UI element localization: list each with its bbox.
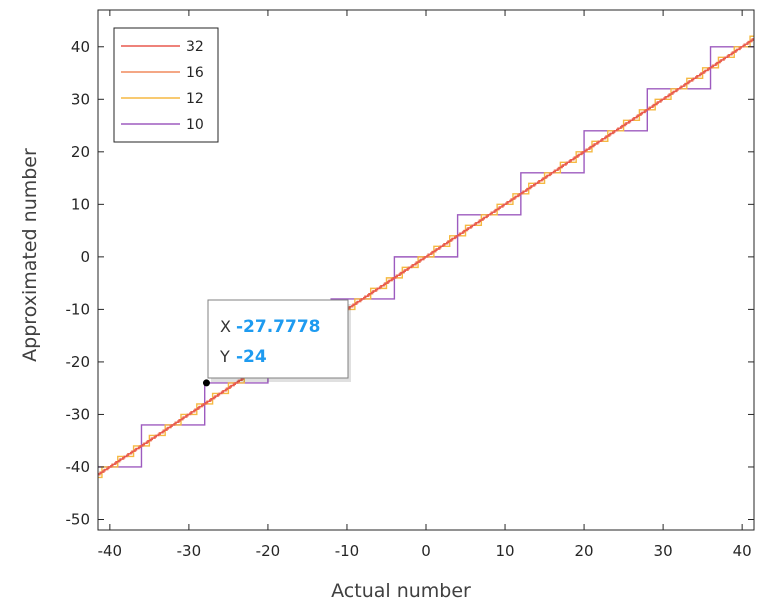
datatip-marker[interactable] <box>202 379 210 387</box>
legend-label-12: 12 <box>186 91 204 107</box>
y-tick-label: 40 <box>71 38 90 56</box>
legend-label-10: 10 <box>186 117 204 133</box>
x-tick-label: -10 <box>335 542 360 560</box>
x-tick-label: 10 <box>495 542 514 560</box>
x-tick-label: -20 <box>256 542 281 560</box>
x-axis-label: Actual number <box>331 580 471 602</box>
x-tick-label: -30 <box>177 542 202 560</box>
datatip-box <box>207 299 349 379</box>
y-tick-label: -50 <box>66 510 91 528</box>
series-lines <box>98 35 754 479</box>
legend-box <box>113 27 219 143</box>
y-tick-label: -20 <box>66 353 91 371</box>
legend-label-16: 16 <box>186 65 204 81</box>
datatip-y-value: -24 <box>236 347 267 367</box>
x-tick-label: 0 <box>421 542 431 560</box>
x-tick-label: -40 <box>98 542 123 560</box>
y-tick-label: -10 <box>66 300 91 318</box>
y-tick-label: 10 <box>71 195 90 213</box>
x-tick-label: 40 <box>733 542 752 560</box>
series-line-32[interactable] <box>98 38 754 476</box>
y-axis-label: Approximated number <box>19 148 41 362</box>
y-tick-label: 30 <box>71 90 90 108</box>
legend-label-32: 32 <box>186 39 204 55</box>
x-axis: -40 -30 -20 -10 0 10 20 30 40 <box>98 10 752 560</box>
datatip[interactable]: X -27.7778 Y -24 <box>202 299 351 387</box>
x-tick-label: 20 <box>575 542 594 560</box>
y-tick-label: -40 <box>66 458 91 476</box>
datatip-x-value: -27.7778 <box>236 317 321 337</box>
y-axis: -50 -40 -30 -20 -10 0 10 20 30 40 <box>66 38 754 528</box>
datatip-y-label: Y <box>219 347 230 366</box>
y-tick-label: 0 <box>80 248 90 266</box>
legend[interactable]: 32 16 12 10 <box>113 27 219 143</box>
y-tick-label: -30 <box>66 405 91 423</box>
x-tick-label: 30 <box>654 542 673 560</box>
y-tick-label: 20 <box>71 143 90 161</box>
datatip-x-label: X <box>220 317 231 336</box>
